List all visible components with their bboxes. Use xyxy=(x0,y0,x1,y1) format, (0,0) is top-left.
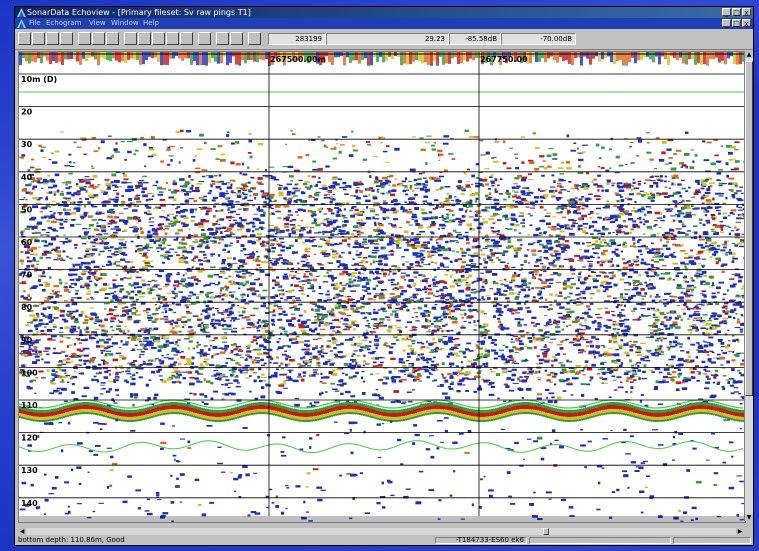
export-icon[interactable] xyxy=(248,32,261,45)
vertical-line-icon[interactable] xyxy=(124,32,137,45)
menu-window[interactable]: Window xyxy=(111,19,139,27)
scroll-left-arrow-icon[interactable]: ◀ xyxy=(18,528,26,535)
file-status: -T184733-ES60 ek6 xyxy=(455,536,524,544)
depth-label: 10m (D) xyxy=(21,75,57,84)
horizontal-scrollbar[interactable]: ◀ ▶ xyxy=(18,528,744,535)
line-tool-icon[interactable] xyxy=(78,32,91,45)
echoview-app-icon xyxy=(17,8,26,17)
echoview-window: SonarData Echoview - [Primary fileset: S… xyxy=(14,6,754,546)
horizontal-scroll-thumb[interactable] xyxy=(543,528,549,535)
doc-close-button[interactable]: x xyxy=(742,19,751,28)
depth-label: 40 xyxy=(21,173,33,182)
depth-label: 100 xyxy=(21,368,38,377)
select-tool-icon[interactable] xyxy=(32,32,45,45)
depth-label: 120 xyxy=(21,434,38,443)
echogram-canvas[interactable]: 267500.00m 267750.00 10m (D) 20 30 40 50 60 70… xyxy=(19,52,745,522)
echogram-plot[interactable]: 267500.00m 267750.00 10m (D) 20 30 40 50 60 70… xyxy=(18,51,746,523)
depth-label: 20 xyxy=(21,108,33,117)
window-title: SonarData Echoview - [Primary fileset: S… xyxy=(27,8,251,17)
rectangle-tool-icon[interactable] xyxy=(60,32,73,45)
menu-help[interactable]: Help xyxy=(143,19,159,27)
depth-label: 90 xyxy=(21,336,33,345)
depth-label: 80 xyxy=(21,303,33,312)
title-bar: SonarData Echoview - [Primary fileset: S… xyxy=(15,7,753,18)
fast-forward-icon[interactable] xyxy=(180,32,193,45)
depth-label: 110 xyxy=(21,401,38,410)
document-icon[interactable] xyxy=(17,19,26,28)
minimize-button[interactable]: _ xyxy=(722,8,731,17)
threshold-readout: -70.00dB xyxy=(501,33,576,45)
status-pane xyxy=(673,537,751,544)
maximize-button[interactable]: □ xyxy=(732,8,741,17)
region-tool-icon[interactable] xyxy=(46,32,59,45)
vertical-scrollbar[interactable]: ▲ ▼ xyxy=(744,51,753,521)
settings-icon[interactable] xyxy=(216,32,229,45)
menu-echogram[interactable]: Echogram xyxy=(46,19,82,27)
zoom-tool-icon[interactable] xyxy=(18,32,31,45)
status-bar: bottom depth: 110.86m, Good -T184733-ES6… xyxy=(15,536,753,545)
marker-icon[interactable] xyxy=(166,32,179,45)
circle-tool-icon[interactable] xyxy=(138,32,151,45)
sv-readout: -85.58dB xyxy=(449,33,501,45)
color-scheme-icon[interactable] xyxy=(198,32,211,45)
menu-file[interactable]: File xyxy=(29,19,41,27)
range-readout: 29.23 xyxy=(326,33,449,45)
scroll-right-arrow-icon[interactable]: ▶ xyxy=(736,528,744,535)
scroll-down-arrow-icon[interactable]: ▼ xyxy=(745,514,753,521)
bottom-depth-status: bottom depth: 110.86m, Good xyxy=(18,536,125,544)
menu-view[interactable]: View xyxy=(89,19,106,27)
progress-pane xyxy=(529,537,671,544)
depth-label: 130 xyxy=(21,466,38,475)
depth-label: 30 xyxy=(21,140,33,149)
polygon-tool-icon[interactable] xyxy=(92,32,105,45)
fish-track-icon[interactable] xyxy=(152,32,165,45)
properties-icon[interactable] xyxy=(230,32,243,45)
horizontal-line-icon[interactable] xyxy=(106,32,119,45)
depth-label: 60 xyxy=(21,238,33,247)
distance-label: 267500.00m xyxy=(270,55,326,64)
depth-label: 140 xyxy=(21,499,38,508)
scroll-up-arrow-icon[interactable]: ▲ xyxy=(745,51,753,58)
ping-readout: 283199 xyxy=(268,33,326,45)
menu-bar: File Echogram View Window Help xyxy=(15,18,753,29)
depth-label: 70 xyxy=(21,271,33,280)
close-button[interactable]: x xyxy=(742,8,751,17)
doc-minimize-button[interactable]: _ xyxy=(722,19,731,28)
file-pane: -T184733-ES60 ek6 xyxy=(435,536,527,544)
distance-label: 267750.00 xyxy=(480,55,528,64)
vertical-scroll-thumb[interactable] xyxy=(745,61,753,396)
toolbar: 283199 29.23 -85.58dB -70.00dB xyxy=(15,29,753,50)
depth-label: 50 xyxy=(21,205,33,214)
doc-maximize-button[interactable]: □ xyxy=(732,19,741,28)
